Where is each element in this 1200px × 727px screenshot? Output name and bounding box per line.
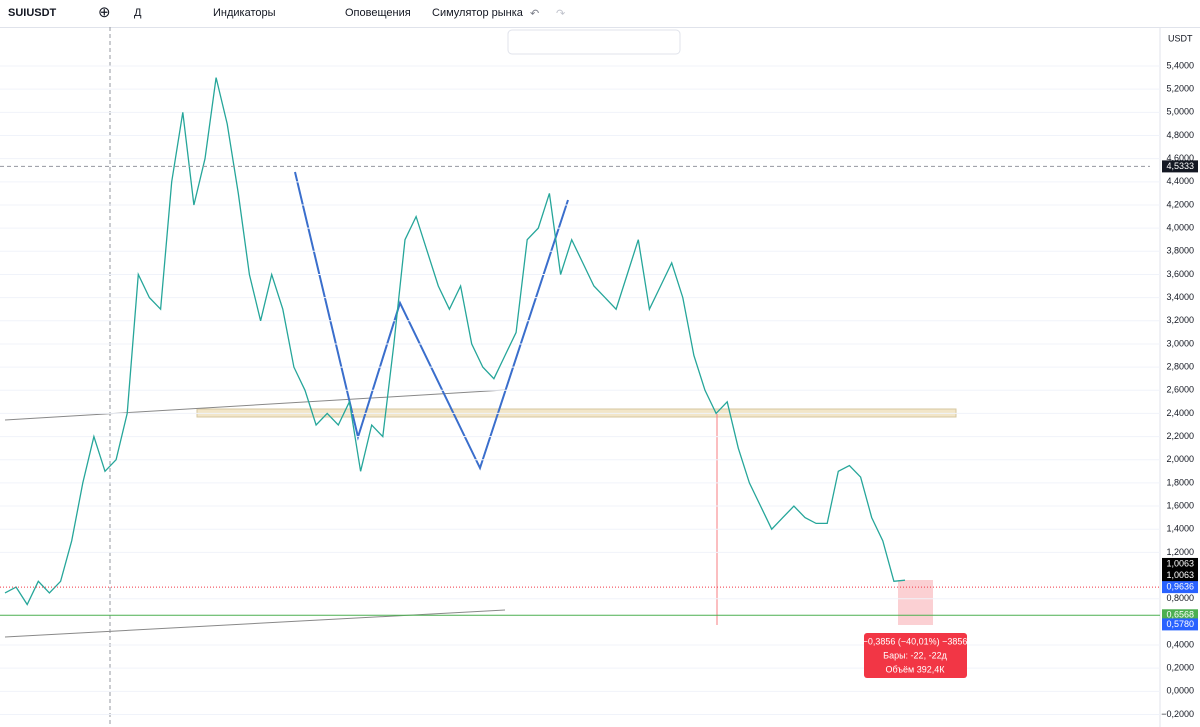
measure-change: −0,3856 (−40,01%) −3856 — [863, 636, 968, 646]
y-tick-label: 2,4000 — [1166, 408, 1194, 418]
y-tick-label: 3,4000 — [1166, 292, 1194, 302]
indicators[interactable]: Индикаторы — [213, 7, 276, 19]
y-tick-label: 1,6000 — [1166, 500, 1194, 510]
y-tick-label: 3,6000 — [1166, 269, 1194, 279]
y-tick-label: 3,2000 — [1166, 315, 1194, 325]
price-tag — [1162, 160, 1198, 173]
price-tag — [1162, 609, 1198, 622]
price-tag-label: 4,5333 — [1166, 161, 1194, 171]
price-tag-label: 1,0063 — [1166, 558, 1194, 568]
y-tick-label: 2,0000 — [1166, 454, 1194, 464]
measure-box — [864, 633, 967, 678]
measure-volume: Объём 392,4К — [886, 664, 946, 674]
y-tick-label: 2,8000 — [1166, 361, 1194, 371]
y-tick-label: 3,8000 — [1166, 246, 1194, 256]
price-tag — [1162, 569, 1198, 582]
y-tick-label: 4,0000 — [1166, 223, 1194, 233]
y-tick-label: 0,4000 — [1166, 639, 1194, 649]
price-tag — [1162, 557, 1198, 570]
y-tick-label: −0,2000 — [1161, 709, 1194, 719]
redo[interactable]: ↷ — [556, 8, 566, 20]
price-tag — [1162, 618, 1198, 631]
y-tick-label: 1,8000 — [1166, 477, 1194, 487]
y-tick-label: 5,2000 — [1166, 84, 1194, 94]
pattern-drawing — [294, 171, 569, 471]
y-tick-label: 4,8000 — [1166, 130, 1194, 140]
y-tick-label: 4,4000 — [1166, 176, 1194, 186]
y-tick-label: 2,6000 — [1166, 385, 1194, 395]
price-line — [4, 77, 906, 606]
price-tag-label: 0,5780 — [1166, 619, 1194, 629]
replay[interactable]: Симулятор рынка — [432, 7, 523, 19]
price-tag-label: 1,0063 — [1166, 570, 1194, 580]
y-tick-label: 5,0000 — [1166, 107, 1194, 117]
y-tick-label: 5,4000 — [1166, 60, 1194, 70]
undo[interactable]: ↶ — [530, 8, 540, 20]
y-tick-label: 2,2000 — [1166, 431, 1194, 441]
top-toolbar: SUIUSDT ⊕ Д Индикаторы Оповещения Симуля… — [0, 0, 1200, 28]
symbol[interactable]: SUIUSDT — [8, 7, 57, 19]
currency: USDT — [1168, 33, 1193, 43]
alerts[interactable]: Оповещения — [345, 7, 411, 19]
trendline — [4, 389, 506, 421]
trendline — [4, 609, 506, 638]
y-tick-label: 4,6000 — [1166, 153, 1194, 163]
y-tick-label: 0,0000 — [1166, 686, 1194, 696]
y-tick-label: 0,8000 — [1166, 593, 1194, 603]
drawing-toolbar[interactable] — [507, 29, 681, 55]
price-tag-label: 0,6568 — [1166, 610, 1194, 620]
price-tag-label: 0,9636 — [1166, 581, 1194, 591]
y-tick-label: 0,2000 — [1166, 663, 1194, 673]
chart: USDT 5,4000 5,2000 5,0000 4,8000 4,6000 4,400… — [0, 27, 1198, 727]
measure-bars: Бары: -22, -22д — [883, 650, 947, 660]
y-tick-label: 4,2000 — [1166, 199, 1194, 209]
y-tick-label: 1,4000 — [1166, 524, 1194, 534]
add-symbol[interactable]: ⊕ — [98, 4, 111, 21]
y-tick-label: 3,0000 — [1166, 338, 1194, 348]
interval[interactable]: Д — [134, 7, 142, 19]
y-tick-label: 1,2000 — [1166, 547, 1194, 557]
price-tag — [1162, 581, 1198, 594]
